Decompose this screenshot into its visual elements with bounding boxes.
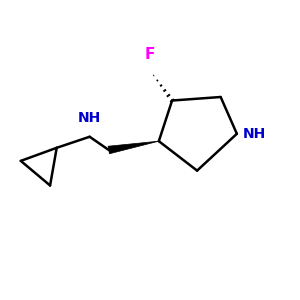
Text: NH: NH	[243, 127, 266, 141]
Text: F: F	[145, 47, 155, 62]
Polygon shape	[108, 141, 159, 154]
Text: NH: NH	[78, 111, 101, 125]
